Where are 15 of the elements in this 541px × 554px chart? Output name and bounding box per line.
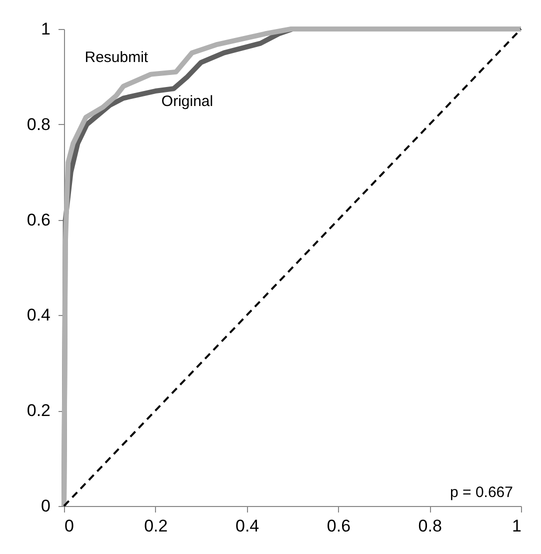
y-tick-label: 0.6 bbox=[26, 210, 50, 230]
x-tick-label: 0.4 bbox=[235, 516, 260, 536]
x-tick-label: 0.2 bbox=[144, 516, 168, 536]
y-tick-label: 0.8 bbox=[26, 114, 50, 134]
y-tick-label: 0.4 bbox=[26, 306, 50, 325]
x-tick-label: 1 bbox=[512, 516, 522, 536]
y-tick-label: 0 bbox=[41, 496, 50, 516]
x-tick-label: 0.8 bbox=[418, 516, 442, 536]
x-tick-label: 0 bbox=[64, 516, 74, 536]
y-tick-label: 1 bbox=[41, 20, 50, 38]
series-label: Original bbox=[161, 93, 214, 110]
annotation: p = 0.667 bbox=[450, 484, 513, 501]
x-tick-label: 0.6 bbox=[326, 516, 351, 536]
y-tick-label: 0.2 bbox=[26, 401, 50, 420]
series-label: Resubmit bbox=[84, 48, 149, 66]
